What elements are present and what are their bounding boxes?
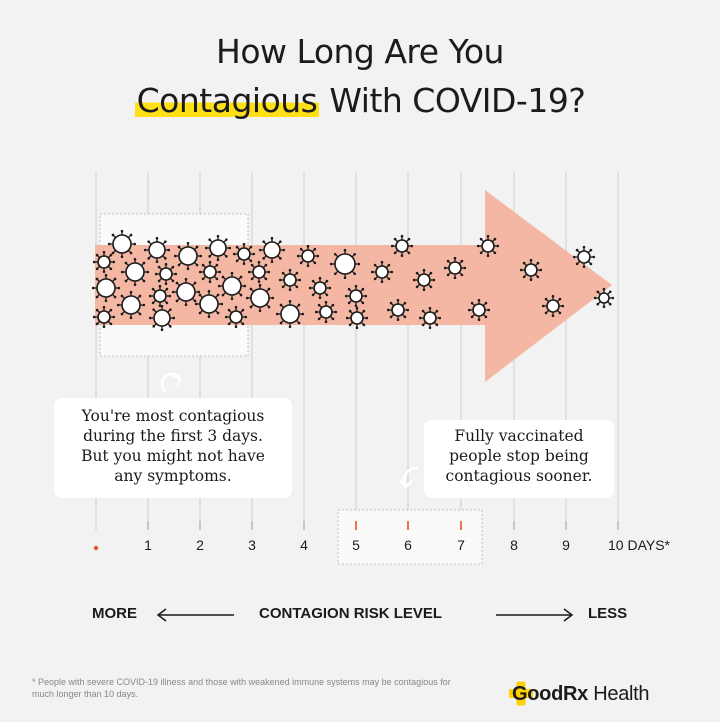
virus-icon	[314, 300, 338, 324]
virus-icon	[412, 268, 436, 292]
virus-icon	[308, 276, 332, 300]
callout-1-line: You're most contagious	[81, 407, 265, 425]
callout-vaccinated: Fully vaccinated people stop being conta…	[424, 420, 614, 498]
tick-label-day: 8	[510, 537, 518, 553]
virus-icon	[476, 234, 500, 258]
axis-ticks	[147, 521, 619, 530]
brand-name-light: Health	[587, 683, 650, 705]
vaccinated-days-box	[337, 509, 483, 565]
day-zero-dot	[93, 545, 99, 551]
virus-icon	[224, 305, 248, 329]
risk-arrows	[156, 608, 574, 622]
virus-icon	[390, 234, 414, 258]
virus-icon	[154, 262, 178, 286]
contagion-arrow	[95, 190, 612, 382]
title-line-2: Contagious With COVID-19?	[0, 81, 720, 120]
virus-icon	[245, 283, 275, 313]
virus-icon	[258, 236, 286, 264]
virus-icon	[345, 306, 369, 330]
virus-icon	[519, 258, 543, 282]
footnote: * People with severe COVID-19 illness an…	[32, 677, 451, 699]
tick-label-day: 4	[300, 537, 308, 553]
tick-label-day: 9	[562, 537, 570, 553]
virus-icon	[198, 260, 222, 284]
virus-icon	[107, 229, 137, 259]
virus-icon	[91, 273, 121, 303]
virus-icon	[173, 241, 203, 271]
callout-most-contagious: You're most contagious during the first …	[54, 398, 292, 498]
tick-label-day: 3	[248, 537, 256, 553]
virus-icon	[247, 260, 271, 284]
virus-icon	[217, 271, 247, 301]
brand-name-bold: GoodRx	[512, 683, 588, 705]
virus-icon	[148, 304, 176, 332]
callout-2-line: Fully vaccinated	[454, 427, 584, 445]
virus-icon	[370, 260, 394, 284]
callout-2-pointer-icon	[399, 466, 419, 489]
tick-label-day: 1	[144, 537, 152, 553]
virus-icon	[232, 242, 256, 266]
title-line-2-rest: With COVID-19?	[319, 81, 586, 120]
title-highlight: Contagious	[134, 81, 320, 120]
virus-icon	[329, 248, 361, 280]
virus-particles	[91, 229, 615, 332]
brand-name: GoodRx Health	[512, 683, 650, 706]
virus-icon	[116, 290, 146, 320]
virus-icon	[572, 245, 596, 269]
callout-1-line: But you might not have	[81, 447, 265, 465]
callout-1-line: any symptoms.	[114, 467, 232, 485]
virus-icon	[296, 244, 320, 268]
risk-scale-title: CONTAGION RISK LEVEL	[259, 605, 443, 622]
virus-icon	[204, 234, 232, 262]
callout-2-line: people stop being	[449, 447, 589, 465]
virus-icon	[344, 284, 368, 308]
tick-label-day: 6	[404, 537, 412, 553]
risk-more-label: MORE	[92, 605, 137, 622]
virus-icon	[418, 306, 442, 330]
tick-label-day: 2	[196, 537, 204, 553]
virus-icon	[92, 250, 116, 274]
callout-1-line: during the first 3 days.	[83, 427, 263, 445]
virus-icon	[541, 294, 565, 318]
tick-label-day: 5	[352, 537, 360, 553]
virus-icon	[143, 236, 171, 264]
virus-icon	[120, 257, 150, 287]
virus-icon	[148, 284, 172, 308]
tick-label-10-days: 10 DAYS*	[608, 537, 670, 553]
title-line-1: How Long Are You	[216, 32, 504, 71]
tick-label-day: 7	[457, 537, 465, 553]
brand-logo-icon	[509, 681, 533, 706]
virus-icon	[275, 299, 305, 329]
virus-icon	[278, 268, 302, 292]
virus-icon	[92, 305, 116, 329]
virus-icon	[593, 287, 615, 309]
callout-1-pointer-icon	[160, 372, 182, 393]
virus-icon	[443, 256, 467, 280]
virus-icon	[386, 298, 410, 322]
risk-less-label: LESS	[588, 605, 628, 622]
virus-icon	[467, 298, 491, 322]
callout-2-line: contagious sooner.	[445, 467, 593, 485]
virus-icon	[194, 289, 224, 319]
virus-icon	[171, 277, 201, 307]
